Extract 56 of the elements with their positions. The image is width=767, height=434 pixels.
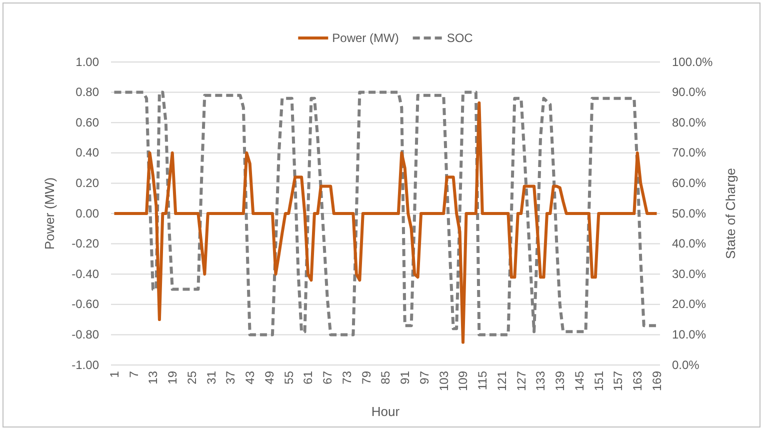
x-tick-label: 67	[320, 370, 335, 384]
legend-label: Power (MW)	[332, 31, 399, 45]
x-tick-label: 79	[359, 370, 374, 384]
y2-tick-label: 30.0%	[672, 266, 706, 281]
y2-tick-label: 70.0%	[672, 146, 706, 160]
y-tick-label: 1.00	[76, 54, 100, 69]
x-tick-label: 1	[107, 370, 122, 378]
x-tick-label: 151	[592, 370, 606, 392]
y2-tick-label: 50.0%	[672, 206, 706, 220]
y2-tick-label: 90.0%	[672, 85, 706, 100]
y-tick-label: -0.20	[72, 236, 100, 251]
x-tick-label: 43	[243, 370, 258, 384]
legend-label: SOC	[446, 31, 474, 45]
x-tick-label: 169	[650, 370, 664, 392]
y2-tick-label: 100.0%	[672, 54, 714, 69]
x-tick-label: 163	[630, 370, 645, 392]
x-tick-label: 139	[553, 370, 568, 392]
x-tick-label: 127	[514, 370, 528, 392]
x-tick-label: 121	[494, 370, 509, 392]
y-tick-label: -0.80	[72, 328, 100, 342]
x-tick-label: 91	[398, 370, 412, 384]
x-tick-label: 97	[417, 370, 432, 384]
y-tick-label: -1.00	[72, 358, 100, 372]
y2-tick-label: 80.0%	[672, 115, 706, 130]
x-tick-label: 13	[146, 370, 160, 384]
y2-tick-label: 0.0%	[672, 358, 700, 372]
x-tick-label: 85	[378, 370, 393, 384]
x-tick-label: 25	[184, 370, 199, 384]
x-tick-label: 73	[340, 370, 354, 384]
x-tick-label: 55	[282, 370, 296, 384]
x-tick-label: 19	[166, 370, 180, 384]
y-tick-label: 0.00	[76, 206, 100, 220]
y2-axis-title: State of Charge	[723, 168, 738, 260]
x-tick-label: 49	[262, 370, 276, 384]
y-tick-label: 0.20	[76, 176, 100, 190]
x-tick-label: 37	[224, 370, 238, 384]
y-tick-label: -0.60	[72, 297, 100, 312]
x-tick-label: 109	[456, 370, 470, 392]
y-tick-label: 0.40	[76, 146, 100, 160]
x-tick-label: 115	[476, 370, 490, 390]
y-tick-label: 0.80	[76, 85, 100, 100]
y-tick-label: 0.60	[76, 115, 100, 130]
y2-tick-label: 60.0%	[672, 176, 706, 190]
y2-tick-label: 20.0%	[672, 297, 706, 312]
x-tick-label: 103	[436, 370, 451, 392]
y2-tick-label: 10.0%	[672, 328, 706, 342]
y-axis-title: Power (MW)	[42, 177, 57, 250]
x-tick-label: 61	[301, 370, 316, 384]
x-tick-label: 133	[534, 370, 548, 392]
x-tick-label: 7	[126, 370, 141, 378]
y-tick-label: -0.40	[72, 266, 100, 281]
y2-tick-label: 40.0%	[672, 236, 706, 251]
x-tick-label: 157	[611, 370, 626, 392]
x-tick-label: 31	[204, 370, 218, 384]
x-tick-label: 145	[572, 370, 586, 392]
x-axis-title: Hour	[371, 404, 400, 419]
